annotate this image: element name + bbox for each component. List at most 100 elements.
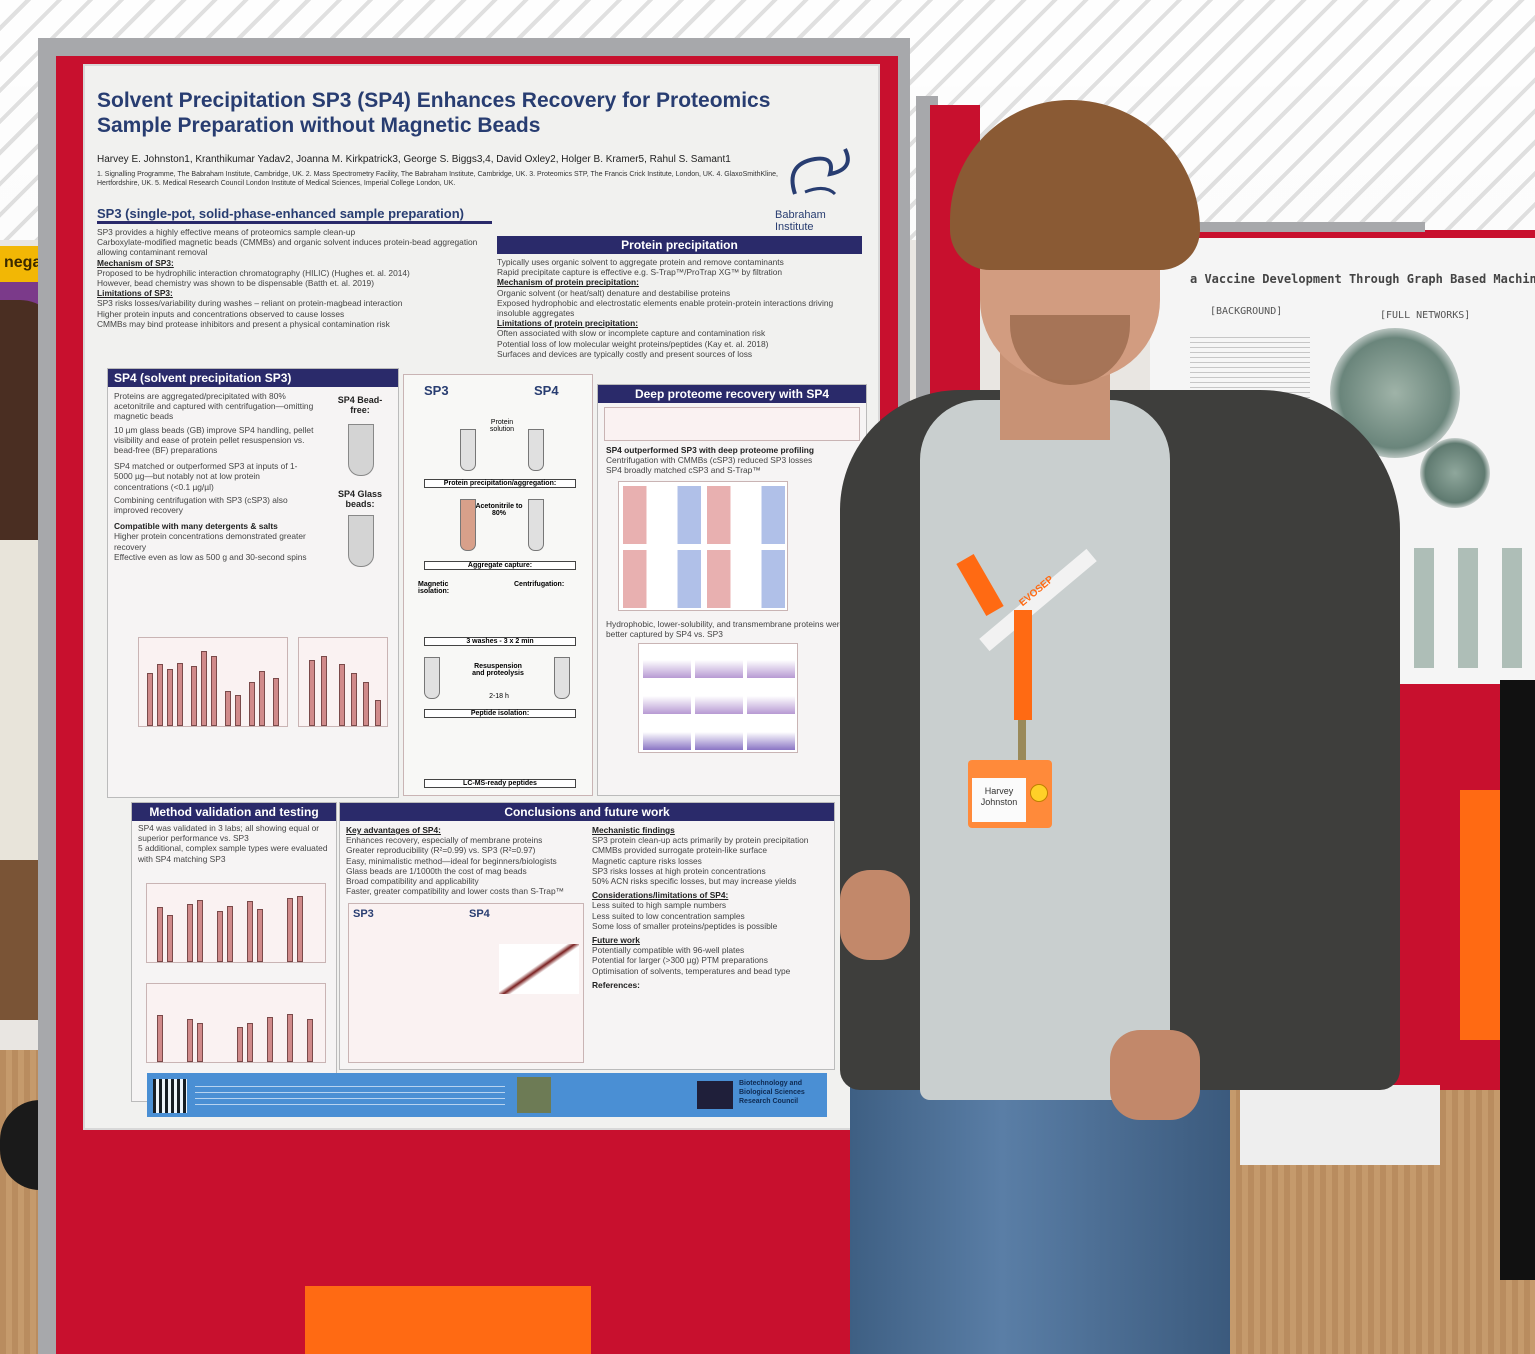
chart-bar bbox=[267, 1016, 273, 1062]
sp3-subhead: Mechanism of SP3: bbox=[97, 257, 174, 268]
workflow-step: LC-MS-ready peptides bbox=[424, 779, 576, 788]
deep-text: SP4 outperformed SP3 with deep proteome … bbox=[606, 445, 856, 476]
babraham-logo: Babraham Institute bbox=[775, 144, 865, 234]
conc-lim-line: Less suited to low concentration samples bbox=[592, 910, 745, 921]
chart-bar bbox=[167, 915, 173, 962]
scatter-plot bbox=[499, 944, 579, 994]
pp-line: Potential loss of low molecular weight p… bbox=[497, 338, 769, 349]
tube-icon bbox=[528, 429, 544, 471]
conc-mech-line: SP3 protein clean-up acts primarily by p… bbox=[592, 835, 809, 846]
workflow-step: 3 washes - 3 x 2 min bbox=[424, 637, 576, 646]
pp-subhead: Mechanism of protein precipitation: bbox=[497, 277, 639, 288]
chart-bar bbox=[309, 660, 315, 726]
footer-text-block bbox=[195, 1081, 505, 1109]
pp-line: Rapid precipitate capture is effective e… bbox=[497, 267, 783, 278]
density-plot-grid bbox=[638, 643, 798, 753]
conc-mech-title: Mechanistic findings bbox=[592, 825, 675, 835]
pp-line: Organic solvent (or heat/salt) denature … bbox=[497, 287, 731, 298]
chart-bar bbox=[257, 908, 263, 962]
chart-bar bbox=[217, 911, 223, 962]
density-panel bbox=[747, 648, 795, 678]
volcano-panel bbox=[707, 550, 785, 608]
t-shirt bbox=[920, 400, 1170, 1100]
sp4-line: Higher protein concentrations demonstrat… bbox=[114, 531, 306, 552]
sp4-text: Proteins are aggregated/precipitated wit… bbox=[114, 391, 314, 562]
sp4-line: Proteins are aggregated/precipitated wit… bbox=[114, 391, 314, 422]
workflow-step: Acetonitrile to 80% bbox=[475, 503, 523, 517]
name-badge-text: Harvey Johnston bbox=[980, 786, 1018, 807]
conc-fut-line: Potential for larger (>300 µg) PTM prepa… bbox=[592, 955, 768, 966]
smiley-icon bbox=[1030, 784, 1048, 802]
density-panel bbox=[695, 720, 743, 750]
workflow-step: Magnetic isolation: bbox=[418, 581, 450, 595]
poster-footer: Biotechnology and Biological Sciences Re… bbox=[147, 1073, 827, 1117]
sp3-line: Carboxylate-modified magnetic beads (CMM… bbox=[97, 237, 478, 258]
volcano-panel bbox=[623, 550, 701, 608]
sp4-line: Combining centrifugation with SP3 (cSP3)… bbox=[114, 494, 288, 516]
chart-bar bbox=[227, 905, 233, 962]
chart-bar bbox=[297, 896, 303, 962]
conc-mech-line: 50% ACN risks specific losses, but may i… bbox=[592, 876, 797, 887]
hair bbox=[950, 100, 1200, 270]
conc-key-line: Glass beads are 1/1000th the cost of mag… bbox=[346, 865, 527, 876]
comparison-figure: SP3 SP4 bbox=[348, 903, 584, 1063]
chart-bar bbox=[363, 682, 369, 726]
chart-bar bbox=[287, 1013, 293, 1062]
density-panel bbox=[747, 684, 795, 714]
chart-bar bbox=[375, 699, 381, 726]
tube-icon bbox=[348, 424, 374, 476]
ukri-logo bbox=[697, 1081, 733, 1109]
chart-bar bbox=[201, 651, 207, 726]
qr-code-icon bbox=[153, 1079, 187, 1113]
sp3-subhead: Limitations of SP3: bbox=[97, 288, 173, 299]
name-badge: Harvey Johnston bbox=[968, 760, 1052, 828]
method-validation-section: Method validation and testing SP4 was va… bbox=[131, 802, 337, 1102]
sp4-header: SP4 (solvent precipitation SP3) bbox=[108, 369, 398, 387]
mv-line: SP4 was validated in 3 labs; all showing… bbox=[138, 823, 320, 844]
sp4-bar-chart bbox=[138, 637, 288, 727]
density-panel bbox=[695, 648, 743, 678]
pp-header: Protein precipitation bbox=[497, 236, 862, 254]
workflow-step: Protein solution bbox=[489, 419, 515, 433]
left-sign-text: nega bbox=[4, 254, 42, 271]
conc-lim-line: Some loss of smaller proteins/peptides i… bbox=[592, 920, 778, 931]
validation-bar-chart bbox=[146, 883, 326, 963]
footer-brand: Biotechnology and Biological Sciences Re… bbox=[739, 1080, 805, 1105]
sp4-section: SP4 (solvent precipitation SP3) Proteins… bbox=[107, 368, 399, 798]
deep-tube-strip bbox=[604, 407, 860, 441]
chart-bar bbox=[197, 899, 203, 962]
sp3-section: SP3 (single-pot, solid-phase-enhanced sa… bbox=[97, 206, 492, 372]
sp3-line: SP3 provides a highly effective means of… bbox=[97, 227, 356, 237]
pp-line: Exposed hydrophobic and electrostatic el… bbox=[497, 297, 834, 319]
conc-lim-title: Considerations/limitations of SP4: bbox=[592, 890, 729, 901]
author-photo bbox=[517, 1077, 551, 1113]
comparison-sp4-label: SP4 bbox=[469, 908, 490, 920]
sp4-line: SP4 matched or outperformed SP3 at input… bbox=[114, 461, 298, 492]
right-poster-tag-background: [BACKGROUND] bbox=[1210, 306, 1283, 317]
chart-bar bbox=[351, 673, 357, 726]
chart-bar bbox=[339, 664, 345, 726]
conc-key-title: Key advantages of SP4: bbox=[346, 825, 441, 835]
chart-bar bbox=[157, 664, 163, 726]
workflow-step: Centrifugation: bbox=[514, 581, 565, 588]
volcano-panel bbox=[623, 486, 701, 544]
deep-proteome-section: Deep proteome recovery with SP4 SP4 outp… bbox=[597, 384, 867, 796]
sp4-bar-chart-2 bbox=[298, 637, 388, 727]
poster: Solvent Precipitation SP3 (SP4) Enhances… bbox=[85, 66, 878, 1128]
conc-fut-line: Optimisation of solvents, temperatures a… bbox=[592, 965, 791, 976]
conc-key-line: Greater reproducibility (R²=0.99) vs. SP… bbox=[346, 845, 536, 856]
workflow-sp3-label: SP3 bbox=[424, 383, 449, 398]
deep-header: Deep proteome recovery with SP4 bbox=[598, 385, 866, 403]
lanyard-clip bbox=[1018, 720, 1026, 760]
mv-text: SP4 was validated in 3 labs; all showing… bbox=[138, 823, 332, 864]
left-hand bbox=[840, 870, 910, 960]
tube-icon bbox=[554, 657, 570, 699]
chart-bar bbox=[167, 668, 173, 726]
sp4-line: 10 µm glass beads (GB) improve SP4 handl… bbox=[114, 424, 314, 456]
sp4-line: Compatible with many detergents & salts bbox=[114, 521, 278, 532]
sp3-text: SP3 provides a highly effective means of… bbox=[97, 227, 492, 329]
sp4-line: Effective even as low as 500 g and 30-se… bbox=[114, 551, 307, 562]
conc-key-line: Broad compatibility and applicability bbox=[346, 876, 479, 887]
chart-bar bbox=[187, 903, 193, 962]
deep-line: SP4 outperformed SP3 with deep proteome … bbox=[606, 445, 815, 455]
